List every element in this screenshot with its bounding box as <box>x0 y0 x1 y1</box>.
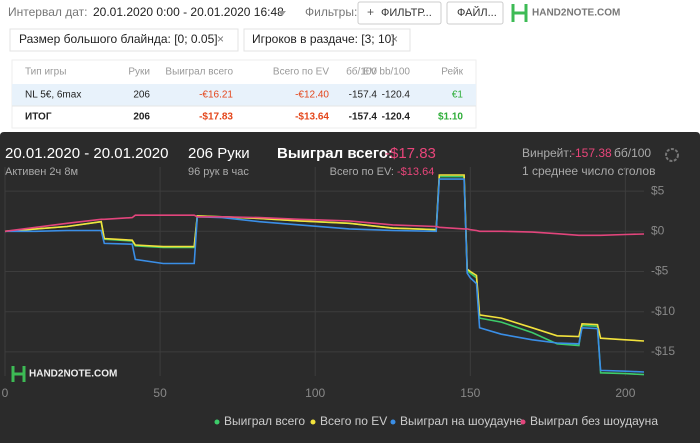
table-cell: -157.4 <box>349 112 378 123</box>
column-header: бб/100 <box>346 66 377 78</box>
settings-icon[interactable] <box>665 148 679 162</box>
ev-label: Всего по EV: <box>330 166 394 178</box>
legend-marker <box>310 419 316 425</box>
chip[interactable] <box>9 28 239 52</box>
series-line <box>5 178 645 373</box>
x-tick-label: 0 <box>2 386 9 400</box>
table-cell: 206 <box>133 112 150 123</box>
chip-close[interactable]: × <box>217 32 224 46</box>
date-label: Интервал дат: <box>8 5 87 19</box>
column-header: Выиграл всего <box>165 67 233 78</box>
legend-label: Выиграл без шоудауна <box>530 414 658 428</box>
chip[interactable] <box>243 28 411 52</box>
winrate-unit: бб/100 <box>614 146 651 160</box>
table-cell: -120.4 <box>382 90 411 101</box>
winrate-value: -157.38 <box>571 146 612 160</box>
active-time: Активен 2ч 8м <box>5 166 78 178</box>
plus-icon: + <box>367 5 374 19</box>
filter-button-label: ФИЛЬТР... <box>381 7 432 19</box>
watermark-icon <box>11 366 26 382</box>
x-tick-label: 100 <box>305 386 325 400</box>
winrate-label: Винрейт: <box>522 146 572 160</box>
filters-label: Фильтры: <box>305 5 357 19</box>
filter-button[interactable] <box>357 1 442 25</box>
y-tick-label: -$15 <box>651 344 675 358</box>
series-line <box>4 214 645 237</box>
chip-label: Размер большого блайнда: [0; 0.05] <box>19 32 218 46</box>
table-cell: -$17.83 <box>199 112 233 123</box>
table-row-highlight[interactable] <box>12 84 476 106</box>
table-cell: -€16.21 <box>199 90 233 101</box>
table-cell: €1 <box>452 90 464 101</box>
y-tick-label: -$5 <box>651 264 669 278</box>
column-header: EV bb/100 <box>363 67 410 78</box>
column-header: Тип игры <box>25 67 66 78</box>
legend-marker <box>520 419 526 425</box>
watermark: HAND2NOTE.COM <box>29 369 117 380</box>
table-cell: 206 <box>133 90 150 101</box>
table-cell: NL 5€, 6max <box>25 90 81 101</box>
graph-panel <box>0 132 700 443</box>
file-button-label: ФАЙЛ... <box>457 6 497 19</box>
table-cell: ИТОГ <box>25 112 52 123</box>
dropdown-arrow[interactable] <box>278 11 286 16</box>
date-range[interactable]: 20.01.2020 0:00 - 20.01.2020 16:48 <box>93 5 284 19</box>
chip-label: Игроков в раздаче: [3; 10] <box>252 32 395 46</box>
y-tick-label: $0 <box>651 223 665 237</box>
table-cell: -120.4 <box>382 112 411 123</box>
file-button[interactable] <box>446 1 504 25</box>
legend-label: Выиграл всего <box>224 414 305 428</box>
table-cell: -€12.40 <box>295 90 329 101</box>
legend-label: Выиграл на шоудауне <box>400 414 523 428</box>
ev-value: -$13.64 <box>397 166 434 178</box>
avg-tables: 1 среднее число столов <box>522 164 655 178</box>
column-header: Рейк <box>441 67 463 78</box>
column-header: Руки <box>128 67 150 78</box>
column-header: Всего по EV <box>273 67 329 78</box>
legend-marker <box>390 419 396 425</box>
x-tick-label: 200 <box>615 386 635 400</box>
table-cell: -$13.64 <box>295 112 329 123</box>
won-label: Выиграл всего: <box>277 145 393 162</box>
legend-label: Всего по EV <box>320 414 387 428</box>
table-cell: -157.4 <box>349 90 378 101</box>
y-tick-label: -$10 <box>651 304 675 318</box>
hands-per-hour: 96 рук в час <box>188 166 249 178</box>
won-value: -$17.83 <box>385 145 436 162</box>
chip-close[interactable]: × <box>391 32 398 46</box>
logo-icon <box>511 4 528 22</box>
hands: 206 Руки <box>188 145 250 162</box>
x-tick-label: 50 <box>153 386 167 400</box>
y-tick-label: $5 <box>651 183 665 197</box>
table-cell: $1.10 <box>438 112 463 123</box>
x-tick-label: 150 <box>460 386 480 400</box>
logo: HAND2NOTE.COM <box>532 8 620 19</box>
period: 20.01.2020 - 20.01.2020 <box>5 145 168 162</box>
legend-marker <box>214 419 220 425</box>
